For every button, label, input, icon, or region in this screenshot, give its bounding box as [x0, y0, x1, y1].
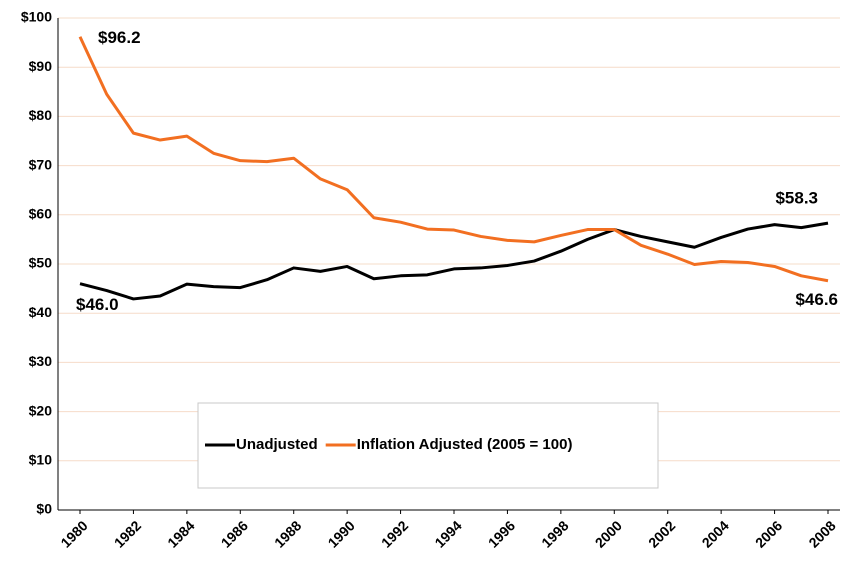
x-tick-label: 1996	[485, 517, 518, 550]
y-tick-label: $0	[36, 501, 52, 517]
y-tick-label: $10	[29, 452, 53, 468]
x-tick-label: 1988	[271, 517, 304, 550]
y-tick-label: $40	[29, 304, 53, 320]
x-tick-label: 1994	[431, 517, 464, 550]
legend-label: Unadjusted	[236, 436, 318, 453]
y-tick-label: $50	[29, 255, 53, 271]
x-tick-label: 1984	[164, 517, 197, 550]
y-tick-label: $30	[29, 353, 53, 369]
data-label: $46.0	[76, 295, 119, 314]
series-line	[79, 221, 829, 301]
y-tick-label: $20	[29, 402, 53, 418]
x-tick-label: 1986	[218, 517, 251, 550]
legend-box	[197, 402, 659, 489]
y-tick-label: $70	[29, 156, 53, 172]
data-label: $58.3	[775, 189, 818, 208]
x-tick-label: 1982	[111, 517, 144, 550]
x-tick-label: 2000	[592, 517, 625, 550]
x-tick-label: 1992	[378, 517, 411, 550]
y-tick-label: $100	[21, 9, 52, 25]
y-tick-label: $80	[29, 107, 53, 123]
x-tick-label: 2002	[645, 517, 678, 550]
series-line	[78, 36, 829, 283]
y-tick-label: $90	[29, 58, 53, 74]
data-label: $96.2	[98, 28, 141, 47]
x-tick-label: 1998	[538, 517, 571, 550]
y-tick-label: $60	[29, 206, 53, 222]
x-tick-label: 1990	[325, 517, 358, 550]
x-tick-label: 2004	[699, 517, 732, 550]
data-label: $46.6	[795, 290, 838, 309]
x-tick-label: 2006	[752, 517, 785, 550]
legend-label: Inflation Adjusted (2005 = 100)	[357, 436, 573, 453]
x-tick-label: 1980	[57, 517, 90, 550]
x-tick-label: 2008	[805, 517, 838, 550]
